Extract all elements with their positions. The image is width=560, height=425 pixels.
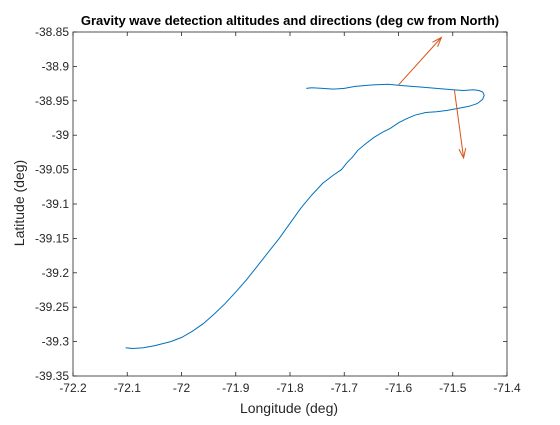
chart-title: Gravity wave detection altitudes and dir…: [81, 13, 499, 28]
x-tick-label: -71.8: [276, 381, 304, 395]
direction-arrow-head: [458, 147, 467, 160]
direction-arrow-shaft: [453, 89, 465, 158]
axes-box: [72, 31, 508, 377]
series-line: [125, 83, 485, 350]
y-tick-label: -38.9: [42, 59, 70, 73]
plot-area: -72.2 -72.1 -72 -71.9 -71.8 -71.7 -71.6 -71.5 -7…: [35, 25, 521, 395]
x-tick-label: -71.6: [385, 381, 413, 395]
y-tick-label: -39.1: [42, 197, 70, 211]
y-tick-label: -39.2: [42, 266, 70, 280]
y-tick-label: -39.3: [42, 335, 70, 349]
y-axis-label: Latitude (deg): [11, 160, 27, 246]
direction-arrow-head: [432, 36, 443, 47]
y-tick-label: -38.95: [35, 94, 69, 108]
y-tick-label: -39.15: [35, 231, 69, 245]
x-axis-label: Longitude (deg): [240, 400, 338, 416]
direction-arrow-shaft: [398, 37, 442, 86]
x-tick-label: -72.1: [114, 381, 142, 395]
y-tick-label: -39: [52, 128, 70, 142]
x-tick-label: -72.2: [59, 381, 87, 395]
y-tick-label: -39.35: [35, 369, 69, 383]
y-tick-label: -38.85: [35, 25, 69, 39]
x-tick-label: -71.9: [222, 381, 250, 395]
x-tick-label: -71.7: [331, 381, 359, 395]
x-tick-label: -72: [173, 381, 191, 395]
x-tick-label: -71.5: [439, 381, 467, 395]
y-tick-label: -39.05: [35, 163, 69, 177]
x-tick-label: -71.4: [493, 381, 521, 395]
y-tick-label: -39.25: [35, 300, 69, 314]
